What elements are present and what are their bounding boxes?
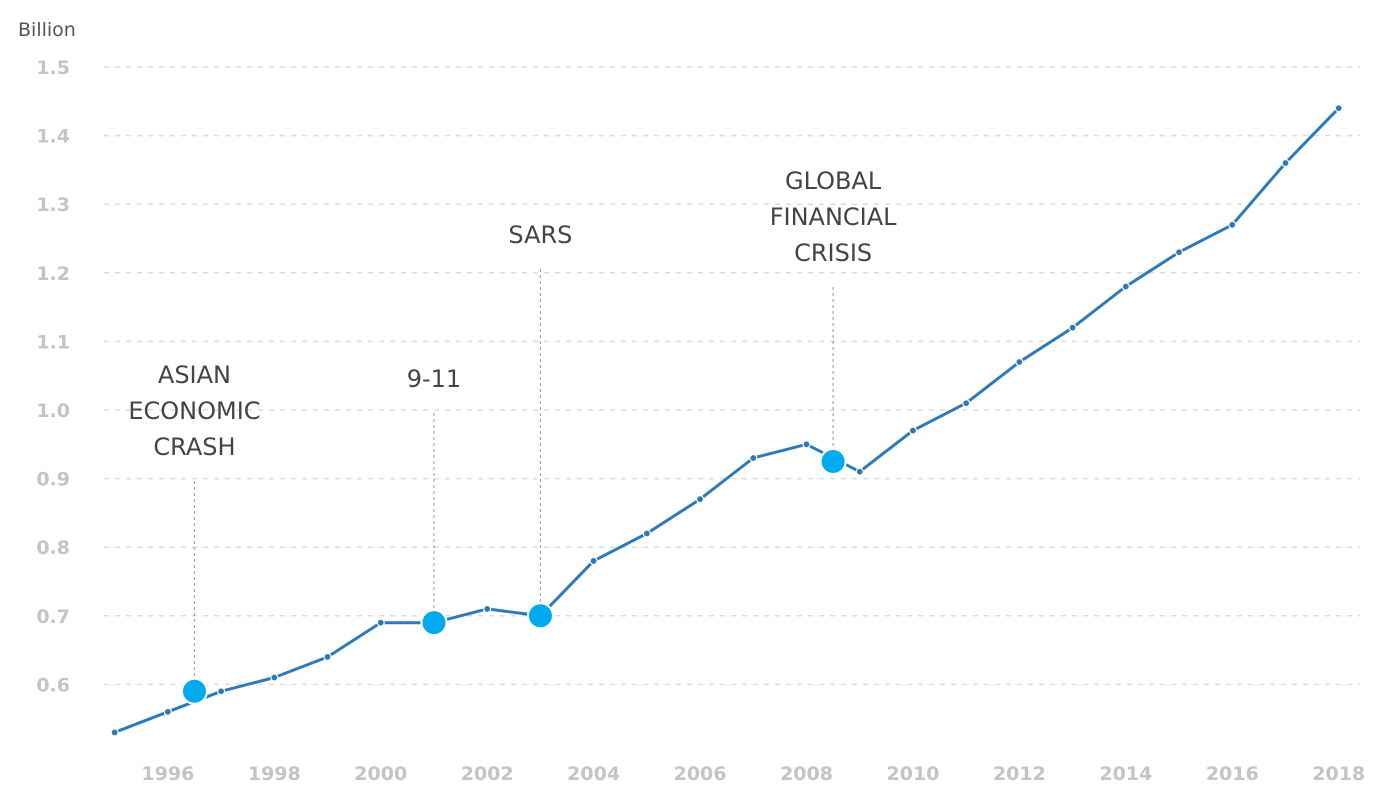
y-axis-ticks: 0.6 0.7 0.8 0.9 1.0 1.1 1.2 1.3 1.4 1.5: [36, 57, 70, 696]
data-point: [1334, 104, 1343, 113]
data-point: [216, 687, 226, 696]
data-point: [962, 399, 971, 408]
data-point: [749, 453, 758, 463]
data-point: [483, 604, 492, 614]
y-tick-label: 0.6: [36, 674, 70, 696]
data-point: [323, 652, 332, 662]
x-tick-label: 1998: [248, 763, 301, 785]
series-layer: [110, 104, 1343, 737]
y-tick-label: 1.4: [36, 126, 70, 148]
event-label-line: CRASH: [153, 433, 235, 461]
x-tick-label: 2016: [1206, 763, 1259, 785]
data-point: [376, 618, 385, 627]
x-tick-label: 2018: [1312, 763, 1365, 785]
data-point: [1228, 220, 1237, 229]
event-label-line: ECONOMIC: [128, 397, 260, 425]
event-label: ASIAN ECONOMIC CRASH: [128, 361, 260, 461]
data-point: [110, 728, 119, 737]
y-tick-label: 1.0: [36, 400, 70, 422]
x-tick-label: 2008: [780, 763, 833, 785]
data-point: [1015, 357, 1024, 367]
data-point: [1068, 323, 1077, 332]
event-labels: ASIAN ECONOMIC CRASH 9-11 SARS GLOBAL FINANCIA…: [128, 167, 897, 461]
event-label: GLOBAL FINANCIAL CRISIS: [770, 167, 897, 267]
x-tick-label: 2012: [993, 763, 1046, 785]
data-point: [270, 673, 279, 682]
y-tick-label: 0.8: [36, 537, 70, 559]
event-marker: [819, 447, 847, 475]
gridlines: [104, 66, 1360, 686]
data-point: [589, 556, 598, 566]
x-tick-label: 1996: [141, 763, 194, 785]
event-marker: [420, 609, 448, 637]
data-point: [802, 440, 811, 449]
x-tick-label: 2010: [887, 763, 940, 785]
event-label-line: FINANCIAL: [770, 203, 897, 231]
y-tick-label: 0.7: [36, 606, 70, 628]
y-tick-label: 1.2: [36, 263, 70, 285]
data-point: [1121, 282, 1130, 291]
data-point: [163, 707, 172, 716]
data-point: [1281, 158, 1290, 168]
x-tick-label: 2006: [674, 763, 727, 785]
y-tick-label: 1.3: [36, 194, 70, 216]
x-tick-label: 2004: [567, 763, 620, 785]
event-label-line: 9-11: [407, 365, 461, 393]
data-point: [855, 467, 864, 476]
event-label-line: GLOBAL: [785, 167, 882, 195]
event-markers: [180, 447, 847, 705]
data-point: [1174, 248, 1184, 257]
event-label: 9-11: [407, 365, 461, 393]
y-tick-label: 0.9: [36, 469, 70, 491]
event-label-line: CRISIS: [794, 239, 872, 267]
data-point: [695, 495, 705, 504]
y-tick-label: 1.1: [36, 331, 70, 353]
event-label-line: ASIAN: [158, 361, 231, 389]
event-marker: [180, 677, 208, 705]
series-line: [114, 107, 1340, 734]
x-axis-ticks: 1996 1998 2000 2002 2004 2006 2008 2010 2012 2014…: [141, 763, 1365, 785]
y-axis-unit-label: Billion: [18, 19, 76, 41]
event-label: SARS: [508, 221, 572, 249]
event-marker: [526, 602, 554, 630]
x-tick-label: 2002: [461, 763, 514, 785]
data-point: [908, 426, 918, 435]
x-tick-label: 2000: [354, 763, 407, 785]
y-tick-label: 1.5: [36, 57, 70, 79]
x-tick-label: 2014: [1099, 763, 1152, 785]
data-point: [642, 529, 651, 538]
event-leader-lines: [193, 269, 834, 678]
event-label-line: SARS: [508, 221, 572, 249]
